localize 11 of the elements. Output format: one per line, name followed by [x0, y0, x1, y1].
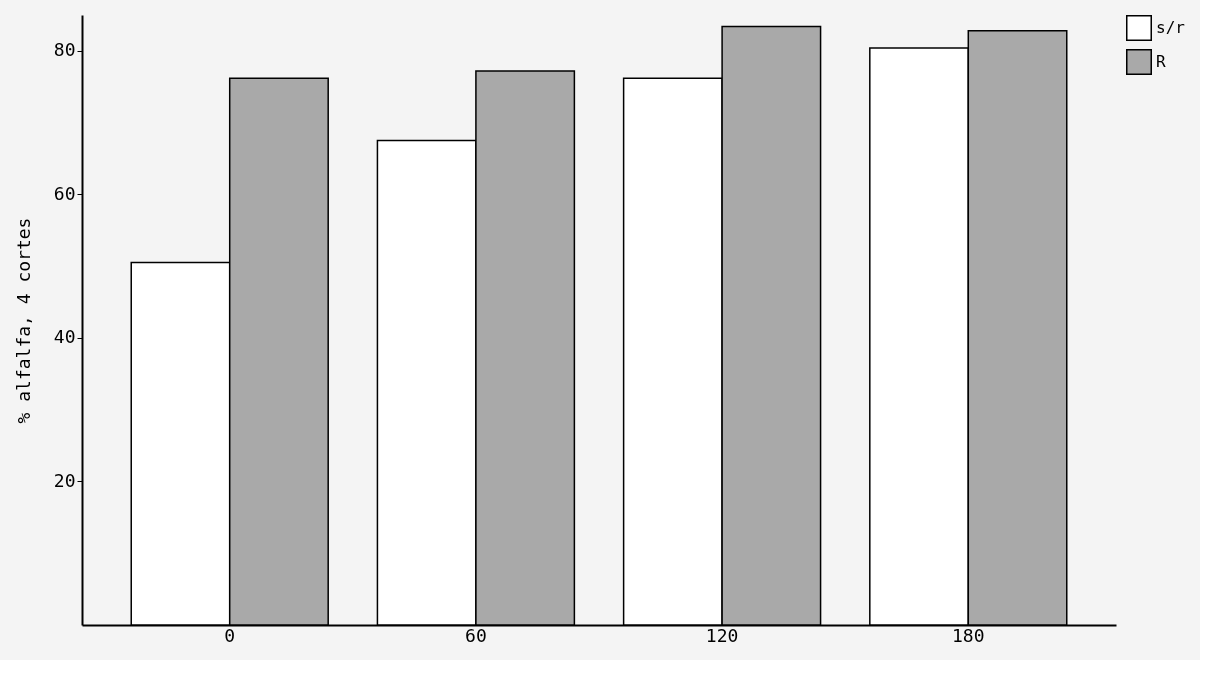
x-tick-label: 120	[705, 624, 739, 646]
x-tick-label: 0	[224, 624, 236, 646]
y-axis-title: % alfalfa, 4 cortes	[12, 217, 34, 424]
y-tick-label: 60	[53, 182, 76, 204]
legend-label: R	[1156, 52, 1166, 71]
legend-label: s/r	[1156, 18, 1186, 37]
y-tick-label: 80	[53, 39, 76, 61]
x-tick-label: 60	[465, 624, 487, 646]
y-tick-label: 40	[53, 326, 76, 348]
x-tick-label: 180	[952, 624, 985, 646]
y-tick-label: 20	[53, 469, 76, 491]
